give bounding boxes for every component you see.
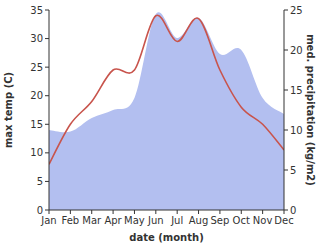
y-tick-label: 5: [37, 176, 43, 187]
x-tick: [70, 210, 71, 214]
x-tick: [134, 210, 135, 214]
y-tick-label: 25: [30, 62, 43, 73]
chart-root: 051015202530350510152025JanFebMarAprMayJ…: [0, 0, 318, 247]
y2-tick-label: 15: [290, 85, 303, 96]
x-tick-label: Dec: [274, 215, 293, 226]
y-tick: [45, 181, 49, 182]
y2-tick: [284, 10, 288, 11]
x-tick-label: Oct: [233, 215, 250, 226]
x-tick-label: Sep: [210, 215, 229, 226]
y2-tick: [284, 50, 288, 51]
axes: 051015202530350510152025JanFebMarAprMayJ…: [3, 5, 316, 244]
x-tick: [91, 210, 92, 214]
y-tick: [45, 10, 49, 11]
x-tick-label: Jul: [170, 215, 183, 226]
y-tick: [45, 38, 49, 39]
x-tick-label: Apr: [104, 215, 122, 226]
x-tick-label: Jun: [147, 215, 164, 226]
y-axis-label: max temp (C): [3, 72, 14, 148]
chart-svg: 051015202530350510152025JanFebMarAprMayJ…: [0, 0, 318, 247]
x-tick: [177, 210, 178, 214]
y-tick-label: 10: [30, 147, 43, 158]
temp-line: [49, 15, 284, 164]
y-tick-label: 20: [30, 90, 43, 101]
left-axis: [49, 10, 50, 210]
y2-tick-label: 5: [290, 165, 296, 176]
y2-tick-label: 25: [290, 5, 303, 16]
y2-axis-label: med. precipitation (kg/m2): [305, 34, 316, 186]
y-tick-label: 0: [37, 205, 43, 216]
y2-tick-label: 10: [290, 125, 303, 136]
x-tick: [284, 210, 285, 214]
y2-tick-label: 20: [290, 45, 303, 56]
y2-tick: [284, 170, 288, 171]
y2-tick: [284, 130, 288, 131]
right-axis: [284, 10, 285, 210]
x-tick-label: Mar: [82, 215, 102, 226]
y-tick: [45, 210, 49, 211]
x-tick-label: Nov: [253, 215, 273, 226]
y-tick: [45, 152, 49, 153]
x-tick-label: May: [124, 215, 145, 226]
x-tick: [198, 210, 199, 214]
x-tick: [219, 210, 220, 214]
y-tick: [45, 124, 49, 125]
x-tick: [262, 210, 263, 214]
plot-area: [49, 12, 284, 210]
x-tick: [241, 210, 242, 214]
bottom-axis: [49, 210, 284, 211]
y-tick-label: 35: [30, 5, 43, 16]
y2-tick: [284, 210, 288, 211]
y2-tick: [284, 90, 288, 91]
y-tick-label: 30: [30, 33, 43, 44]
y2-tick-label: 0: [290, 205, 296, 216]
y-tick: [45, 67, 49, 68]
x-axis-label: date (month): [129, 232, 203, 243]
x-tick: [113, 210, 114, 214]
x-tick-label: Aug: [189, 215, 209, 226]
precip-area: [49, 12, 284, 210]
x-tick: [49, 210, 50, 214]
y-tick-label: 15: [30, 119, 43, 130]
x-tick-label: Feb: [62, 215, 80, 226]
y-tick: [45, 95, 49, 96]
x-tick-label: Jan: [40, 215, 56, 226]
x-tick: [155, 210, 156, 214]
